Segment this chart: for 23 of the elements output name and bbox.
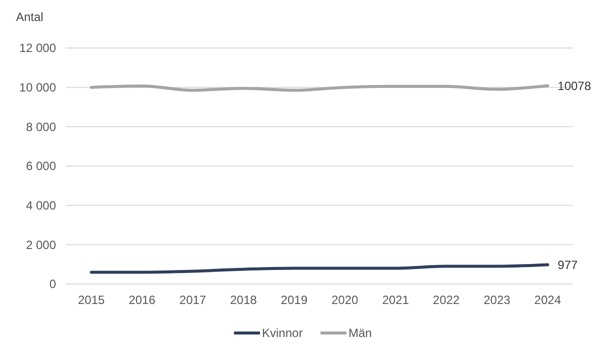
- data-label: 977: [558, 258, 578, 272]
- legend-label: Män: [348, 326, 372, 340]
- legend-label: Kvinnor: [262, 326, 303, 340]
- line-series: [90, 263, 550, 274]
- y-tick-label: 8 000: [26, 120, 56, 134]
- x-tick-label: 2015: [78, 293, 106, 307]
- x-tick-label: 2023: [484, 293, 511, 307]
- y-tick-label: 4 000: [26, 198, 56, 213]
- y-tick-label: 12 000: [19, 41, 56, 56]
- y-tick-label: 2 000: [26, 238, 56, 252]
- x-tick-label: 2017: [179, 293, 206, 307]
- y-tick-label: 6 000: [26, 159, 56, 174]
- y-tick-label: 0: [49, 277, 56, 292]
- x-tick-label: 2024: [534, 293, 562, 307]
- data-label: 10078: [558, 79, 592, 93]
- y-axis-title: Antal: [16, 10, 44, 24]
- x-tick-label: 2022: [432, 293, 460, 307]
- y-tick-label: 10 000: [19, 80, 56, 95]
- x-tick-label: 2019: [280, 293, 308, 307]
- x-tick-label: 2021: [382, 293, 410, 307]
- x-tick-label: 2020: [332, 293, 359, 307]
- x-tick-label: 2018: [230, 293, 258, 307]
- x-tick-label: 2016: [128, 293, 156, 307]
